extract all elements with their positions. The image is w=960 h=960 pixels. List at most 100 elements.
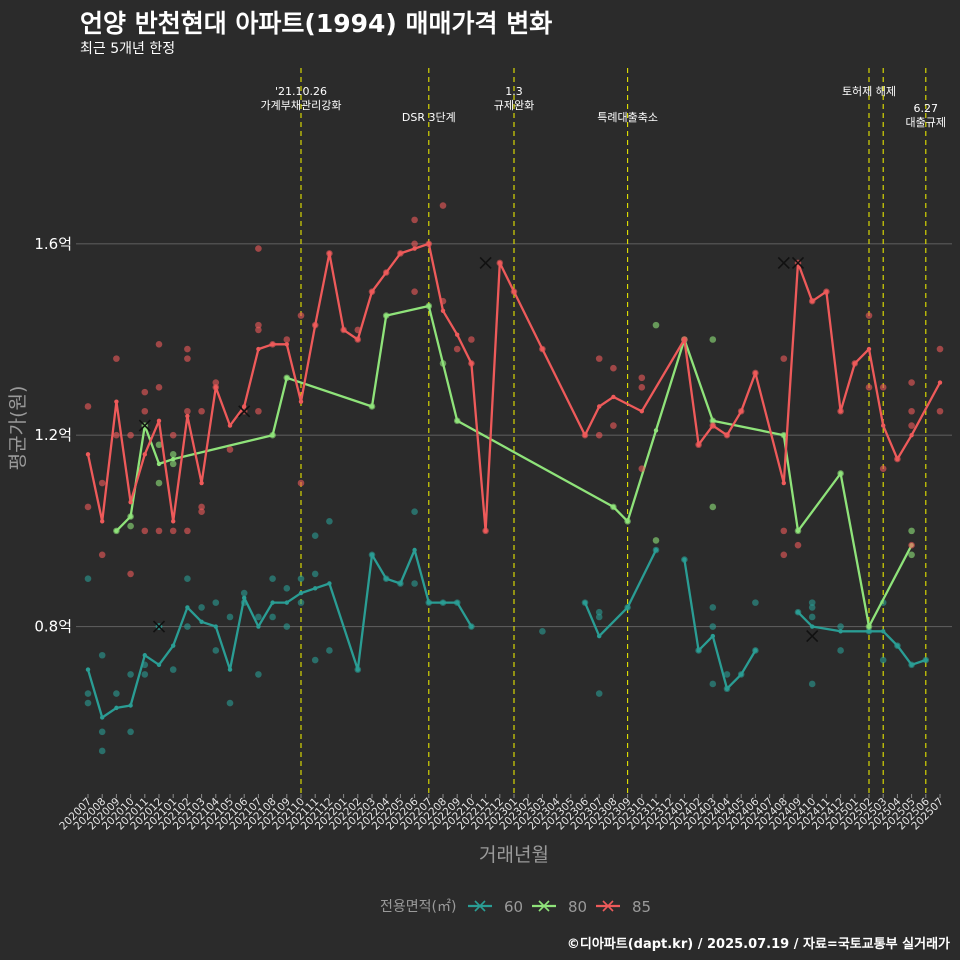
data-point-85 xyxy=(908,422,915,429)
data-point-60 xyxy=(837,623,844,630)
data-point-60 xyxy=(297,599,305,606)
line-vertex-85 xyxy=(242,404,247,409)
data-point-85 xyxy=(468,336,475,343)
data-point-60 xyxy=(709,680,717,688)
cross-marker-85 xyxy=(777,256,790,270)
line-vertex-60 xyxy=(412,547,417,553)
data-point-85 xyxy=(936,407,944,415)
data-point-85 xyxy=(141,388,149,396)
line-vertex-60 xyxy=(881,629,886,634)
line-vertex-85 xyxy=(156,418,162,424)
legend-label: 85 xyxy=(632,898,651,916)
line-vertex-60 xyxy=(114,705,119,711)
data-point-60 xyxy=(752,599,759,606)
event-label: '21.10.26 가계부채관리강화 xyxy=(261,85,342,112)
data-point-85 xyxy=(98,479,106,487)
legend: 전용면적(㎡) 60 80 85 xyxy=(380,898,651,916)
series-line-60 xyxy=(86,548,927,719)
line-vertex-60 xyxy=(440,600,446,605)
data-point-85 xyxy=(610,364,617,372)
data-point-60 xyxy=(595,690,603,697)
data-point-60 xyxy=(879,656,887,664)
line-vertex-85 xyxy=(696,442,701,447)
line-vertex-60 xyxy=(355,667,360,672)
line-vertex-85 xyxy=(753,370,758,376)
y-tick-label: 1.2억 xyxy=(34,426,72,444)
data-point-85 xyxy=(638,384,646,391)
data-point-60 xyxy=(198,604,205,611)
data-point-85 xyxy=(297,479,305,487)
line-vertex-85 xyxy=(440,308,446,313)
series-layer xyxy=(84,202,944,755)
data-point-80 xyxy=(155,479,163,487)
data-point-80 xyxy=(908,551,915,559)
data-point-60 xyxy=(411,580,418,587)
data-point-60 xyxy=(595,608,603,616)
line-vertex-60 xyxy=(895,643,900,648)
cross-marker-85 xyxy=(791,256,805,270)
line-vertex-85 xyxy=(838,409,843,414)
legend-swatch-cross xyxy=(602,900,614,912)
line-vertex-60 xyxy=(710,633,715,639)
line-vertex-80 xyxy=(426,303,431,309)
data-point-80 xyxy=(709,336,717,343)
line-vertex-60 xyxy=(284,600,289,605)
line-vertex-60 xyxy=(909,662,914,668)
line-vertex-60 xyxy=(682,557,687,562)
line-vertex-85 xyxy=(171,519,176,524)
line-vertex-60 xyxy=(384,576,389,581)
line-vertex-60 xyxy=(838,629,843,634)
data-point-85 xyxy=(411,288,418,295)
line-vertex-85 xyxy=(256,346,261,352)
data-point-80 xyxy=(155,441,163,449)
line-vertex-80 xyxy=(284,375,289,380)
line-vertex-60 xyxy=(256,624,261,629)
line-vertex-80 xyxy=(270,432,275,438)
line-vertex-85 xyxy=(810,299,815,304)
line-vertex-85 xyxy=(270,342,275,347)
line-vertex-85 xyxy=(369,289,375,294)
line-vertex-85 xyxy=(213,385,218,390)
line-vertex-60 xyxy=(213,624,218,629)
data-point-85 xyxy=(212,379,220,386)
data-point-60 xyxy=(269,575,276,583)
data-point-85 xyxy=(638,374,646,382)
event-label-line: DSR 3단계 xyxy=(402,111,456,124)
data-point-60 xyxy=(723,671,731,678)
data-point-85 xyxy=(141,407,149,415)
line-vertex-85 xyxy=(85,452,91,457)
line-vertex-85 xyxy=(142,452,147,457)
data-point-85 xyxy=(255,245,262,252)
data-point-60 xyxy=(127,671,134,678)
data-point-85 xyxy=(453,345,461,353)
line-vertex-80 xyxy=(128,514,133,519)
data-point-85 xyxy=(297,312,305,319)
data-point-60 xyxy=(240,589,248,597)
data-point-85 xyxy=(283,336,291,343)
line-vertex-80 xyxy=(369,404,375,409)
data-point-85 xyxy=(127,570,134,578)
line-vertex-60 xyxy=(753,648,758,653)
data-point-60 xyxy=(226,699,234,707)
line-vertex-60 xyxy=(469,624,474,629)
data-point-85 xyxy=(127,431,134,439)
axis-layer: 0.8억1.2억1.6억2020072020082020092020102020… xyxy=(7,235,946,866)
line-vertex-60 xyxy=(696,648,701,653)
data-point-85 xyxy=(780,527,788,535)
line-vertex-85 xyxy=(227,423,233,428)
data-point-85 xyxy=(595,355,603,362)
data-point-85 xyxy=(936,345,944,353)
line-vertex-85 xyxy=(611,394,616,400)
event-label-line: 대출규제 xyxy=(906,116,946,129)
line-vertex-80 xyxy=(866,624,872,629)
data-point-85 xyxy=(155,527,163,535)
line-vertex-80 xyxy=(838,471,843,476)
data-point-85 xyxy=(255,321,262,329)
data-point-85 xyxy=(908,541,915,549)
data-point-60 xyxy=(283,584,291,592)
data-point-60 xyxy=(837,647,844,654)
event-label-line: '21.10.26 xyxy=(275,85,327,98)
line-vertex-80 xyxy=(384,313,389,318)
data-point-60 xyxy=(595,613,603,621)
line-vertex-85 xyxy=(341,327,346,333)
